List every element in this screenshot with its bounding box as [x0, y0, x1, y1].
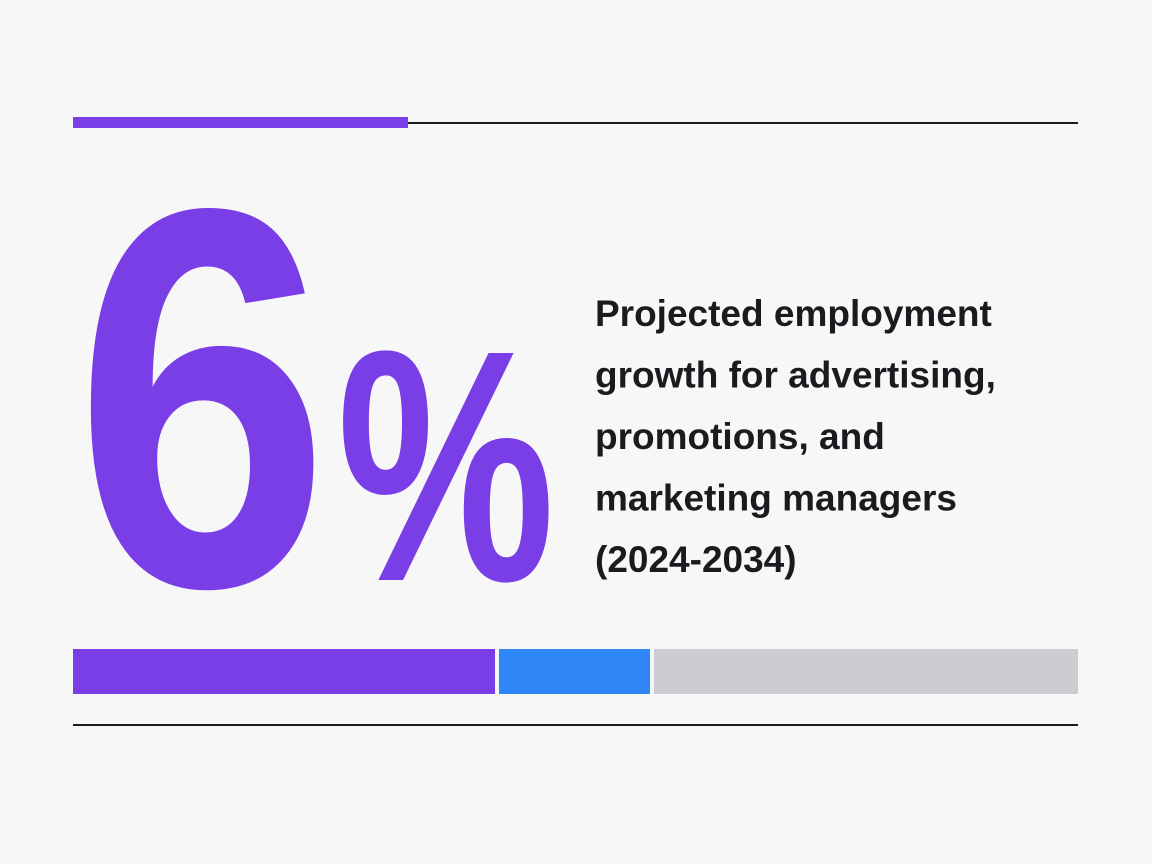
- description-line: growth for advertising,: [595, 355, 996, 396]
- top-accent: [73, 117, 408, 128]
- bar-segment: [499, 649, 650, 694]
- description: Projected employment growth for advertisi…: [595, 293, 996, 580]
- description-line: (2024-2034): [595, 539, 797, 580]
- stat-number: 6: [74, 97, 330, 700]
- stat-symbol: %: [337, 281, 555, 650]
- bar-segment: [73, 649, 495, 694]
- description-line: Projected employment: [595, 293, 992, 334]
- description-line: promotions, and: [595, 416, 885, 457]
- bar-segment: [654, 649, 1078, 694]
- description-line: marketing managers: [595, 478, 957, 519]
